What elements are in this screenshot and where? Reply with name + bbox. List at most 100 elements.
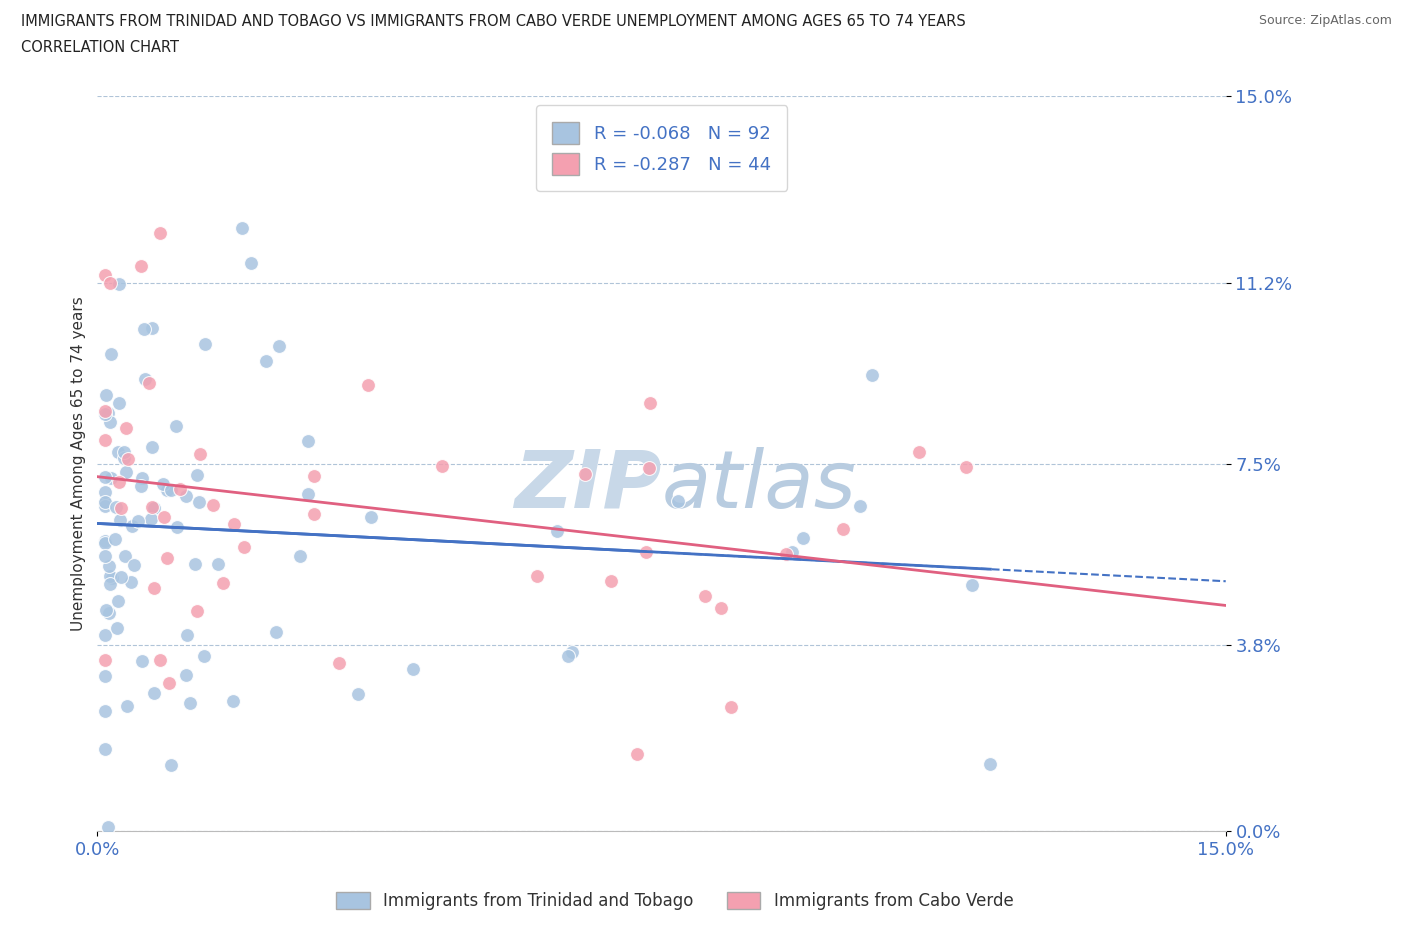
Point [860,367,883,382]
Point [94,494,117,509]
Point [166,519,188,534]
Text: Source: ZipAtlas.com: Source: ZipAtlas.com [1258,14,1392,27]
Point [129,259,152,273]
Point [347,687,370,702]
Point [98,275,121,290]
Point [194,337,217,352]
Point [328,656,350,671]
Point [165,418,187,433]
Point [157,675,180,690]
Point [169,482,191,497]
Point [94,499,117,514]
Point [561,644,583,659]
Point [640,396,662,411]
Point [186,604,208,618]
Point [96,406,118,421]
Point [156,482,179,497]
Point [117,451,139,466]
Point [638,460,661,475]
Point [94,668,117,683]
Point [188,495,211,510]
Legend: R = -0.068   N = 92, R = -0.287   N = 44: R = -0.068 N = 92, R = -0.287 N = 44 [536,105,787,191]
Point [193,648,215,663]
Point [94,406,117,421]
Point [907,445,929,459]
Point [112,445,135,459]
Point [94,741,117,756]
Point [153,510,176,525]
Point [186,468,208,483]
Point [599,573,621,588]
Point [94,470,117,485]
Point [297,486,319,501]
Text: CORRELATION CHART: CORRELATION CHART [21,40,179,55]
Point [231,220,253,235]
Point [105,620,128,635]
Point [693,588,716,603]
Point [152,476,174,491]
Point [962,578,984,592]
Point [94,549,117,564]
Point [222,693,245,708]
Point [97,819,120,834]
Point [141,499,163,514]
Point [108,277,131,292]
Point [402,662,425,677]
Point [156,551,179,565]
Point [97,558,120,573]
Point [98,415,121,430]
Point [100,571,122,586]
Point [94,535,117,550]
Point [848,498,870,513]
Point [179,696,201,711]
Point [832,522,855,537]
Point [107,445,129,460]
Point [108,512,131,527]
Point [979,756,1001,771]
Point [184,556,207,571]
Point [94,652,117,667]
Y-axis label: Unemployment Among Ages 65 to 74 years: Unemployment Among Ages 65 to 74 years [72,297,86,631]
Point [297,433,319,448]
Point [526,569,548,584]
Point [98,606,121,621]
Point [134,321,156,336]
Point [100,471,122,485]
Point [104,531,127,546]
Point [94,533,117,548]
Point [142,685,165,700]
Point [94,496,117,511]
Point [302,507,325,522]
Point [110,570,132,585]
Point [176,628,198,643]
Point [141,320,163,335]
Point [105,499,128,514]
Point [955,459,977,474]
Point [142,500,165,515]
Point [357,378,380,392]
Point [121,519,143,534]
Text: atlas: atlas [662,447,856,525]
Point [174,668,197,683]
Point [430,458,453,473]
Legend: Immigrants from Trinidad and Tobago, Immigrants from Cabo Verde: Immigrants from Trinidad and Tobago, Imm… [330,885,1019,917]
Point [254,353,277,368]
Text: IMMIGRANTS FROM TRINIDAD AND TOBAGO VS IMMIGRANTS FROM CABO VERDE UNEMPLOYMENT A: IMMIGRANTS FROM TRINIDAD AND TOBAGO VS I… [21,14,966,29]
Point [360,509,382,524]
Point [304,469,326,484]
Point [110,500,132,515]
Point [239,255,262,270]
Point [94,628,117,643]
Point [188,446,211,461]
Point [720,699,742,714]
Point [115,699,138,714]
Point [100,347,122,362]
Point [160,483,183,498]
Point [290,549,312,564]
Point [138,376,160,391]
Point [557,648,579,663]
Point [792,530,814,545]
Point [775,546,797,561]
Point [233,540,256,555]
Point [100,577,122,591]
